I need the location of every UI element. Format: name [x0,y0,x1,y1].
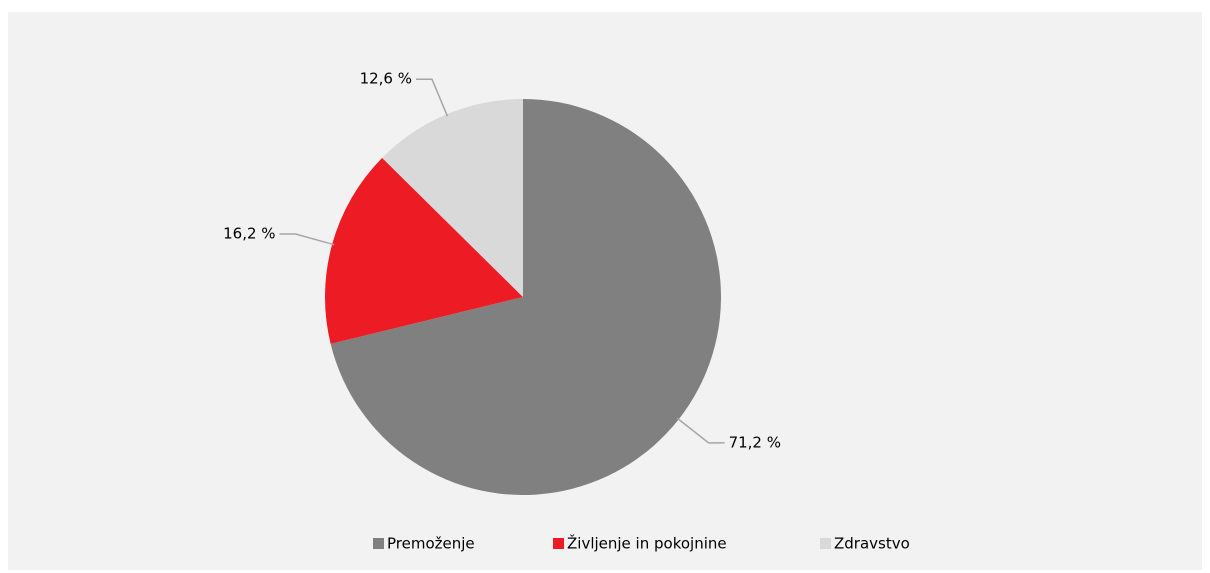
legend-label: Življenje in pokojnine [567,534,727,553]
data-label: 12,6 % [360,70,412,88]
pie-slice [382,99,523,297]
data-label: 16,2 % [223,225,275,243]
leader-line [416,78,449,117]
data-label: 71,2 % [729,433,781,451]
pie-slice [330,99,721,496]
legend-label: Zdravstvo [834,535,910,553]
leader-line [279,233,335,246]
legend-swatch [820,538,831,549]
legend-swatch [553,538,564,549]
leader-line [676,417,725,444]
legend-label: Premoženje [387,535,475,553]
legend-swatch [373,538,384,549]
pie-slice [325,157,523,344]
